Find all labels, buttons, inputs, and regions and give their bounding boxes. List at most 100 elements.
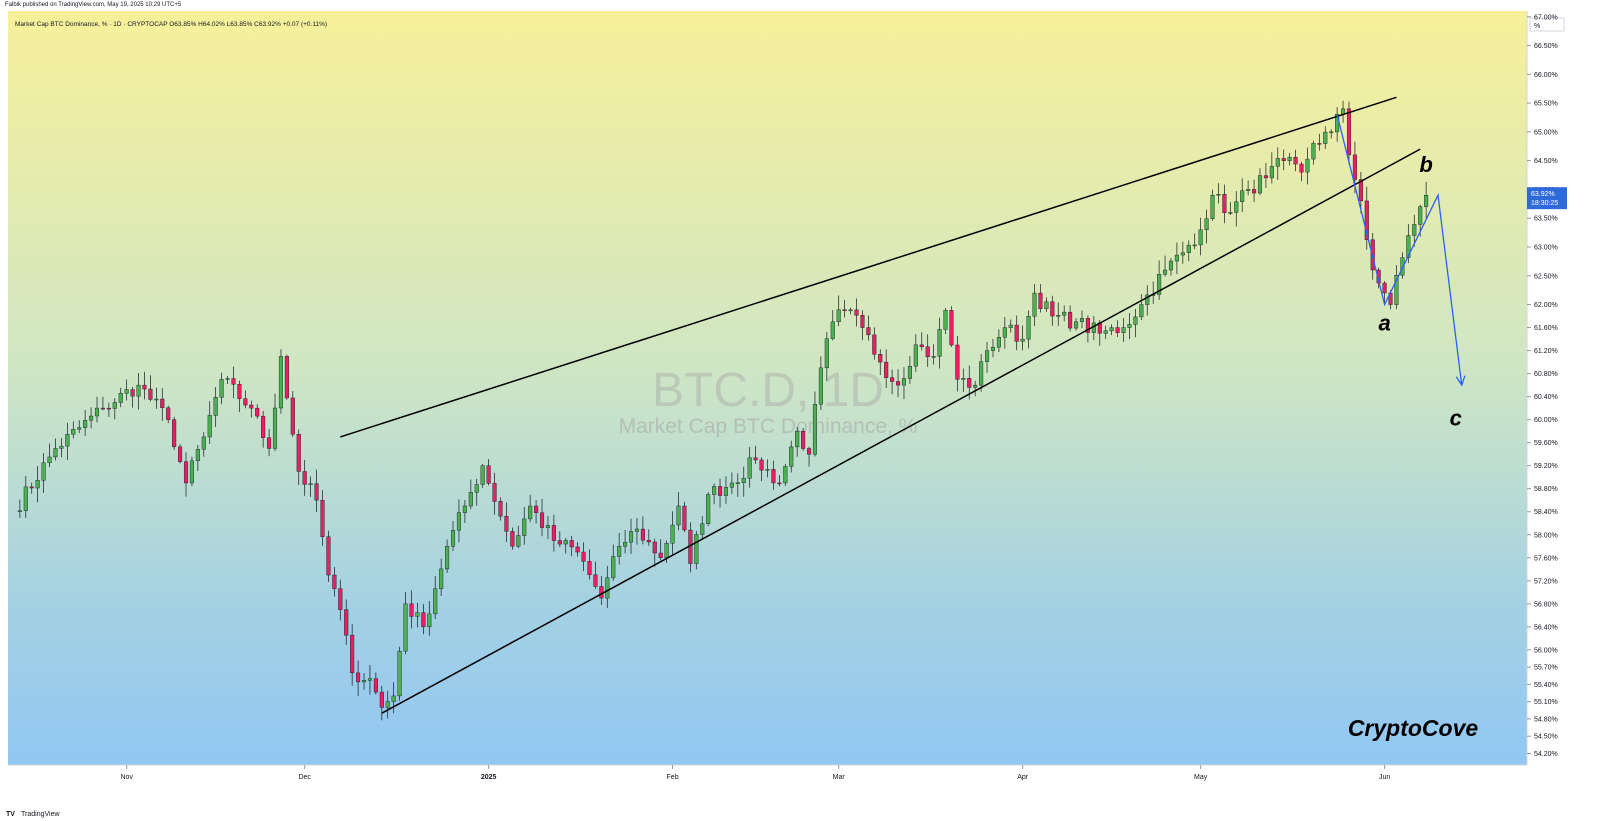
candle-up	[979, 361, 984, 386]
candle-up	[795, 430, 800, 448]
candle-down	[854, 309, 859, 316]
candle-down	[142, 384, 147, 390]
candle-down	[326, 536, 331, 576]
candle-down	[925, 346, 930, 358]
y-tick-label: 65.00%	[1534, 129, 1558, 136]
candlestick-chart[interactable]: BTC.D, 1D Market Cap BTC Dominance, % a b…	[8, 11, 1600, 808]
candle-up	[1424, 194, 1429, 207]
candle-down	[130, 389, 135, 397]
candle-up	[1192, 244, 1197, 247]
candle-down	[895, 381, 901, 386]
candle-down	[878, 354, 883, 363]
abc-wave-path[interactable]	[1336, 114, 1463, 386]
candle-up	[65, 434, 70, 447]
candle-up	[943, 310, 948, 330]
candle-up	[729, 482, 734, 488]
candle-up	[747, 457, 752, 479]
candle-up	[1127, 324, 1132, 328]
candle-up	[1062, 311, 1067, 316]
candle-down	[255, 407, 260, 417]
time-axis[interactable]: Nov Dec 2025 Feb Mar Apr May Jun	[8, 764, 1600, 808]
symbol-watermark: BTC.D, 1D Market Cap BTC Dominance, %	[619, 364, 918, 438]
candle-down	[753, 457, 758, 461]
candle-up	[1145, 294, 1150, 305]
author-signature: CryptoCove	[1348, 715, 1479, 741]
x-tick-label: Feb	[667, 774, 679, 781]
candle-down	[492, 483, 497, 502]
candle-down	[599, 586, 604, 599]
last-price-label: 63.92%	[1531, 191, 1555, 198]
candle-up	[1168, 260, 1174, 271]
candle-down	[373, 678, 378, 693]
y-tick-label: 65.50%	[1534, 101, 1558, 108]
y-tick-label: 54.50%	[1534, 734, 1558, 741]
candle-down	[409, 603, 414, 617]
candle-down	[593, 574, 598, 587]
wave-label-b: b	[1419, 152, 1432, 177]
candle-up	[913, 344, 918, 367]
wave-arrowhead	[1455, 375, 1466, 387]
x-tick-label: Jun	[1379, 774, 1390, 781]
y-tick-label: 63.00%	[1534, 244, 1558, 251]
candle-down	[1299, 163, 1304, 173]
candle-up	[1103, 330, 1108, 334]
candle-up	[694, 534, 699, 564]
candle-up	[154, 398, 159, 401]
chart-area[interactable]: BTC.D, 1D Market Cap BTC Dominance, % a b…	[8, 11, 1600, 808]
candle-up	[397, 650, 402, 697]
candle-down	[350, 634, 355, 674]
candle-down	[1050, 301, 1055, 317]
candle-up	[1240, 190, 1245, 202]
candle-up	[439, 568, 444, 589]
candle-up	[1157, 274, 1162, 295]
publish-header: Falbik published on TradingView.com, May…	[0, 0, 1600, 11]
candle-up	[1056, 315, 1061, 317]
candle-up	[456, 512, 461, 531]
candle-up	[563, 540, 568, 545]
candle-up	[961, 378, 966, 380]
candle-up	[931, 356, 936, 358]
candle-down	[1014, 324, 1019, 342]
candle-down	[243, 398, 248, 406]
candle-up	[1305, 158, 1310, 173]
price-axis[interactable]: % 67.00%66.50%66.00%65.50%65.00%64.50%64…	[1526, 11, 1600, 808]
candle-down	[919, 344, 924, 347]
candle-up	[1020, 338, 1025, 342]
candle-down	[296, 434, 301, 472]
candle-up	[445, 546, 450, 570]
upper-trendline[interactable]	[340, 96, 1397, 438]
drawings-layer: a b c	[340, 96, 1466, 714]
candle-down	[955, 344, 960, 380]
candle-up	[462, 505, 467, 513]
candle-up	[973, 384, 978, 388]
candle-up	[112, 402, 117, 409]
candle-up	[634, 528, 640, 532]
axis-unit-box[interactable]	[1529, 17, 1565, 32]
candle-down	[1358, 179, 1363, 202]
candle-up	[1329, 131, 1334, 134]
candle-up	[23, 486, 28, 511]
candle-up	[480, 465, 485, 485]
candle-up	[1406, 235, 1411, 258]
candle-down	[338, 588, 343, 610]
candle-down	[1317, 143, 1322, 145]
candle-down	[646, 540, 651, 543]
candle-down	[172, 419, 177, 448]
candle-down	[771, 469, 776, 484]
candle-down	[504, 516, 509, 532]
candle-up	[528, 505, 533, 520]
candle-up	[225, 378, 230, 380]
candle-down	[1293, 156, 1298, 165]
candle-down	[872, 334, 877, 355]
candle-up	[272, 407, 278, 449]
x-tick-label: Nov	[120, 774, 133, 781]
candle-down	[967, 378, 972, 388]
lower-trendline[interactable]	[381, 148, 1421, 714]
candle-up	[901, 378, 907, 386]
candle-down	[1085, 318, 1090, 333]
y-tick-label: 58.40%	[1534, 509, 1558, 516]
candle-up	[812, 404, 818, 455]
candle-down	[682, 505, 687, 531]
y-tick-label: 66.00%	[1534, 72, 1558, 79]
y-tick-label: 60.40%	[1534, 394, 1558, 401]
